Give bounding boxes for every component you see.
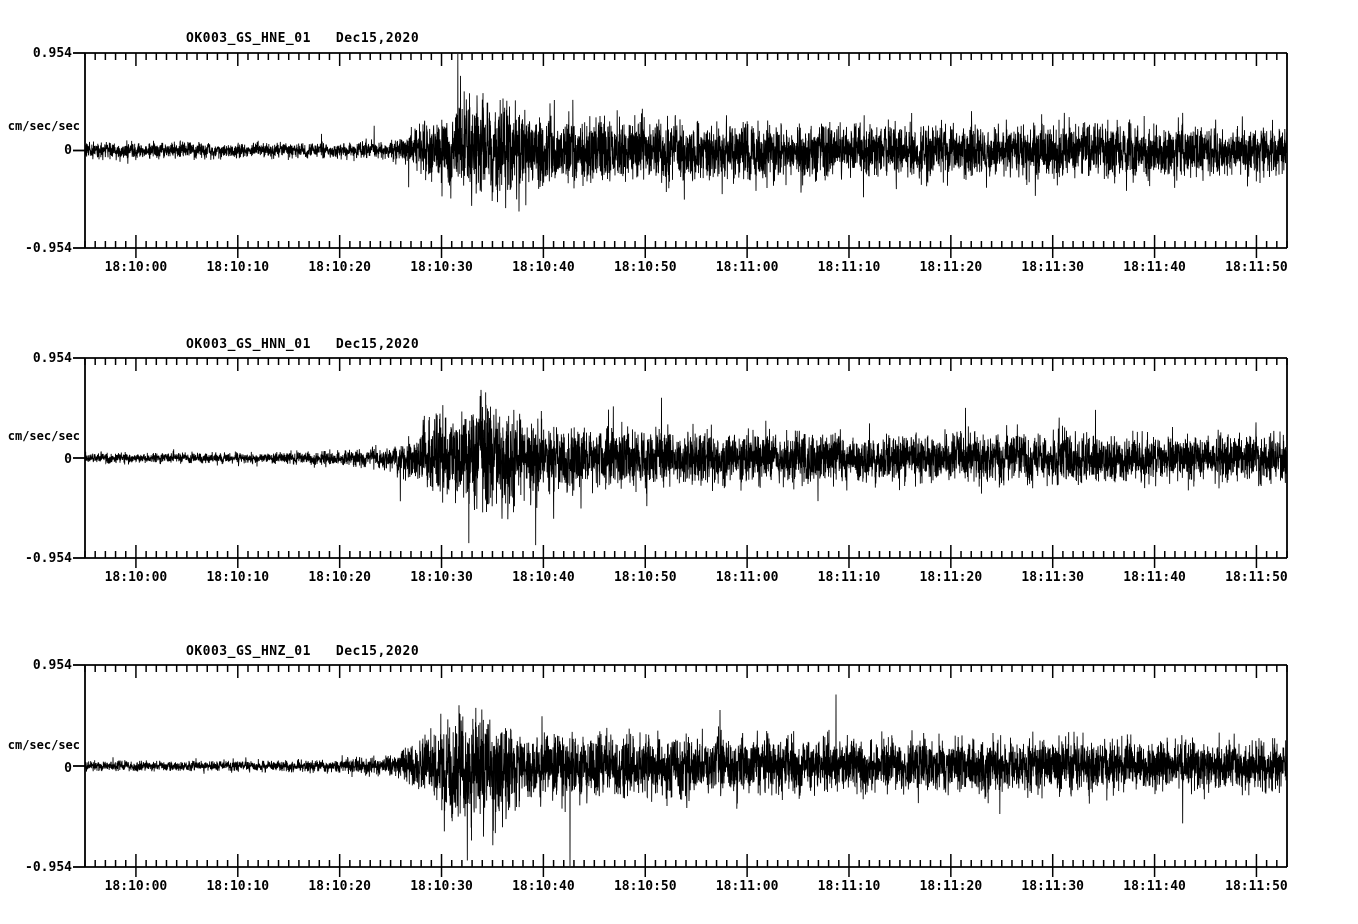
x-axis-tick-label-hnn: 18:11:40 xyxy=(1123,570,1186,585)
x-axis-tick-label-hnn: 18:11:00 xyxy=(715,570,779,585)
x-axis-tick-label-hne: 18:11:10 xyxy=(817,260,881,275)
x-axis-tick-label-hne: 18:10:50 xyxy=(613,260,677,275)
x-axis-tick-label-hne: 18:11:40 xyxy=(1123,260,1186,275)
y-axis-max-label-hnz: 0.954 xyxy=(32,658,72,673)
y-axis-zero-label-hne: 0 xyxy=(64,143,72,158)
y-axis-zero-label-hnz: 0 xyxy=(64,761,72,776)
y-axis-unit-label-hnz: cm/sec/sec xyxy=(7,738,80,752)
y-axis-zero-label-hnn: 0 xyxy=(64,452,72,467)
x-axis-tick-label-hnz: 18:11:00 xyxy=(715,879,779,894)
x-axis-tick-label-hnz: 18:10:30 xyxy=(410,879,473,894)
x-axis-tick-label-hnn: 18:11:50 xyxy=(1225,570,1288,585)
x-axis-tick-label-hne: 18:10:10 xyxy=(206,260,270,275)
x-axis-tick-label-hne: 18:10:40 xyxy=(512,260,575,275)
x-axis-tick-label-hne: 18:11:30 xyxy=(1021,260,1085,275)
y-axis-unit-label-hnn: cm/sec/sec xyxy=(7,429,80,443)
x-axis-tick-label-hne: 18:11:20 xyxy=(919,260,983,275)
panel-title-hnz: OK003_GS_HNZ_01 Dec15,2020 xyxy=(186,644,420,659)
panel-title-hnn: OK003_GS_HNN_01 Dec15,2020 xyxy=(186,337,420,352)
x-axis-tick-label-hne: 18:10:00 xyxy=(104,260,168,275)
x-axis-tick-label-hnz: 18:11:20 xyxy=(919,879,983,894)
x-axis-tick-label-hnz: 18:10:10 xyxy=(206,879,270,894)
x-axis-tick-label-hne: 18:11:00 xyxy=(715,260,779,275)
x-axis-tick-label-hne: 18:11:50 xyxy=(1225,260,1288,275)
x-axis-tick-label-hnz: 18:10:00 xyxy=(104,879,168,894)
x-axis-tick-label-hnz: 18:10:50 xyxy=(613,879,677,894)
y-axis-max-label-hnn: 0.954 xyxy=(32,351,72,366)
x-axis-tick-label-hnz: 18:10:20 xyxy=(308,879,371,894)
y-axis-max-label-hne: 0.954 xyxy=(32,46,72,61)
x-axis-tick-label-hnn: 18:11:30 xyxy=(1021,570,1085,585)
x-axis-tick-label-hnz: 18:10:40 xyxy=(512,879,575,894)
x-axis-tick-label-hnn: 18:10:10 xyxy=(206,570,270,585)
x-axis-tick-label-hnn: 18:10:40 xyxy=(512,570,575,585)
y-axis-min-label-hne: -0.954 xyxy=(25,241,72,256)
x-axis-tick-label-hnn: 18:10:30 xyxy=(410,570,473,585)
x-axis-tick-label-hnn: 18:10:50 xyxy=(613,570,677,585)
x-axis-tick-label-hnz: 18:11:40 xyxy=(1123,879,1186,894)
y-axis-unit-label-hne: cm/sec/sec xyxy=(7,119,80,133)
x-axis-tick-label-hnn: 18:11:10 xyxy=(817,570,881,585)
y-axis-min-label-hnn: -0.954 xyxy=(25,551,72,566)
x-axis-tick-label-hne: 18:10:30 xyxy=(410,260,473,275)
panel-title-hne: OK003_GS_HNE_01 Dec15,2020 xyxy=(186,31,420,46)
x-axis-tick-label-hnn: 18:11:20 xyxy=(919,570,983,585)
x-axis-tick-label-hnz: 18:11:50 xyxy=(1225,879,1288,894)
x-axis-tick-label-hnn: 18:10:00 xyxy=(104,570,168,585)
y-axis-min-label-hnz: -0.954 xyxy=(25,860,72,875)
x-axis-tick-label-hnz: 18:11:10 xyxy=(817,879,881,894)
x-axis-tick-label-hnn: 18:10:20 xyxy=(308,570,371,585)
x-axis-tick-label-hnz: 18:11:30 xyxy=(1021,879,1085,894)
x-axis-tick-label-hne: 18:10:20 xyxy=(308,260,371,275)
